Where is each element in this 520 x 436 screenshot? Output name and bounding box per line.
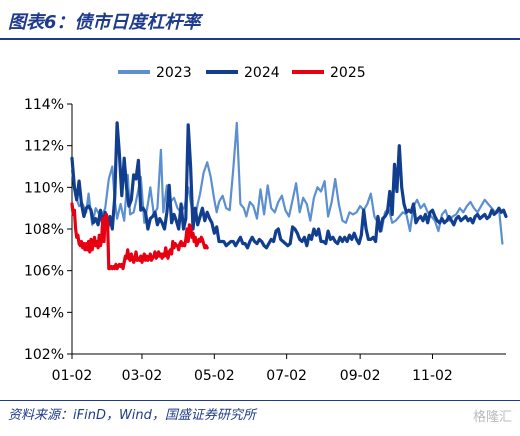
x-tick-label: 05-02 xyxy=(194,368,235,384)
title-rule xyxy=(0,38,520,40)
x-tick-label: 09-02 xyxy=(340,368,381,384)
chart-title: 图表6：债市日度杠杆率 xyxy=(8,12,201,33)
y-tick-label: 108% xyxy=(24,222,64,238)
source-note: 资料来源：iFinD，Wind，国盛证券研究所 xyxy=(8,408,256,423)
y-tick-label: 110% xyxy=(24,180,64,196)
footer-rule xyxy=(0,400,520,401)
watermark: 格隆汇 xyxy=(472,410,512,425)
y-tick-label: 106% xyxy=(24,264,64,280)
y-tick-label: 102% xyxy=(24,347,64,363)
legend-label-2025: 2025 xyxy=(330,65,366,81)
chart-area: 102% 104% 106% 108% 110% 112% 114% 01-02 03-02 05… xyxy=(0,42,520,400)
y-tick-label: 112% xyxy=(24,139,64,155)
line-chart: 102% 104% 106% 108% 110% 112% 114% 01-02 03-02 05… xyxy=(24,65,508,384)
legend-label-2023: 2023 xyxy=(156,65,192,81)
series-line-2023 xyxy=(70,121,504,245)
x-tick-label: 07-02 xyxy=(266,368,307,384)
y-tick-label: 114% xyxy=(24,97,64,113)
series-line-2024 xyxy=(70,121,508,250)
title-bar: 图表6：债市日度杠杆率 xyxy=(0,0,520,40)
x-tick-label: 01-02 xyxy=(52,368,93,384)
x-tick-label: 11-02 xyxy=(412,368,453,384)
y-tick-label: 104% xyxy=(24,305,64,321)
series-line-2025 xyxy=(70,202,209,271)
x-tick-label: 03-02 xyxy=(122,368,163,384)
legend-label-2024: 2024 xyxy=(244,65,280,81)
